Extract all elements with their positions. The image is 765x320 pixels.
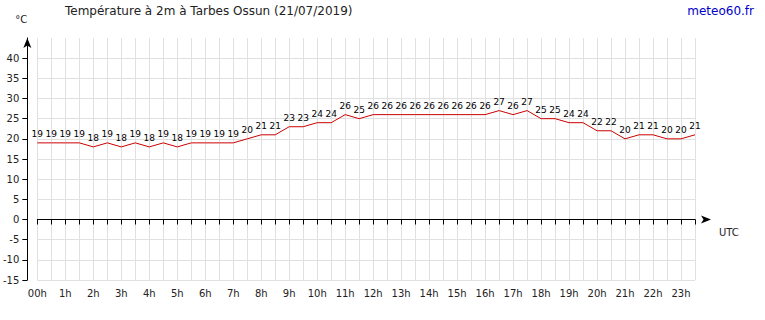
svg-text:23: 23	[283, 113, 294, 123]
svg-text:4h: 4h	[143, 288, 156, 299]
svg-text:35: 35	[7, 73, 20, 84]
svg-text:21: 21	[689, 121, 700, 131]
svg-text:UTC: UTC	[719, 227, 739, 238]
svg-text:24: 24	[563, 109, 575, 119]
svg-text:5: 5	[13, 194, 19, 205]
svg-text:15: 15	[7, 154, 20, 165]
svg-text:15h: 15h	[448, 288, 467, 299]
svg-text:7h: 7h	[227, 288, 240, 299]
svg-text:-5: -5	[9, 234, 19, 245]
svg-text:26: 26	[479, 101, 491, 111]
svg-text:23: 23	[297, 113, 308, 123]
svg-text:19: 19	[200, 129, 212, 139]
svg-text:18: 18	[172, 133, 184, 143]
svg-text:26: 26	[451, 101, 463, 111]
svg-text:21: 21	[255, 121, 266, 131]
svg-text:26: 26	[507, 101, 519, 111]
svg-text:18: 18	[88, 133, 100, 143]
svg-text:25: 25	[549, 105, 560, 115]
svg-text:19h: 19h	[560, 288, 579, 299]
svg-text:40: 40	[7, 53, 20, 64]
svg-text:3h: 3h	[115, 288, 128, 299]
svg-text:11h: 11h	[336, 288, 355, 299]
svg-text:20: 20	[661, 125, 673, 135]
svg-text:26: 26	[437, 101, 449, 111]
svg-text:24: 24	[577, 109, 589, 119]
svg-text:10h: 10h	[308, 288, 327, 299]
svg-text:19: 19	[32, 129, 44, 139]
svg-text:0: 0	[13, 214, 19, 225]
svg-text:27: 27	[493, 97, 504, 107]
svg-text:22: 22	[591, 117, 602, 127]
svg-text:10: 10	[7, 174, 20, 185]
svg-text:°C: °C	[15, 14, 27, 25]
svg-text:19: 19	[186, 129, 198, 139]
svg-text:2h: 2h	[87, 288, 100, 299]
svg-text:5h: 5h	[171, 288, 184, 299]
svg-text:18h: 18h	[532, 288, 551, 299]
svg-text:18: 18	[144, 133, 156, 143]
svg-text:19: 19	[102, 129, 114, 139]
svg-text:26: 26	[465, 101, 477, 111]
svg-text:26: 26	[409, 101, 421, 111]
svg-text:21: 21	[633, 121, 644, 131]
svg-text:22h: 22h	[643, 288, 662, 299]
svg-text:20: 20	[7, 133, 20, 144]
svg-text:19: 19	[60, 129, 72, 139]
svg-text:-10: -10	[3, 254, 19, 265]
svg-text:26: 26	[381, 101, 393, 111]
svg-text:21h: 21h	[616, 288, 635, 299]
svg-text:22: 22	[605, 117, 616, 127]
svg-text:20: 20	[675, 125, 687, 135]
svg-text:9h: 9h	[283, 288, 296, 299]
svg-text:24: 24	[325, 109, 337, 119]
svg-text:17h: 17h	[504, 288, 523, 299]
svg-text:13h: 13h	[392, 288, 411, 299]
svg-text:25: 25	[535, 105, 546, 115]
svg-text:Température à 2m à Tarbes Ossu: Température à 2m à Tarbes Ossun (21/07/2…	[64, 4, 353, 18]
svg-text:26: 26	[339, 101, 351, 111]
svg-text:19: 19	[228, 129, 240, 139]
svg-text:19: 19	[46, 129, 58, 139]
svg-text:20: 20	[619, 125, 631, 135]
svg-text:19: 19	[214, 129, 226, 139]
svg-text:25: 25	[7, 113, 20, 124]
svg-text:19: 19	[74, 129, 86, 139]
svg-text:21: 21	[269, 121, 280, 131]
svg-text:20h: 20h	[588, 288, 607, 299]
svg-text:6h: 6h	[199, 288, 212, 299]
svg-text:8h: 8h	[255, 288, 268, 299]
svg-text:-15: -15	[3, 275, 19, 286]
svg-text:16h: 16h	[476, 288, 495, 299]
svg-text:19: 19	[130, 129, 142, 139]
svg-text:00h: 00h	[28, 288, 47, 299]
svg-text:21: 21	[647, 121, 658, 131]
svg-text:18: 18	[116, 133, 128, 143]
svg-text:25: 25	[353, 105, 364, 115]
svg-text:26: 26	[395, 101, 407, 111]
svg-text:30: 30	[7, 93, 20, 104]
svg-text:14h: 14h	[420, 288, 439, 299]
svg-text:26: 26	[367, 101, 379, 111]
svg-text:12h: 12h	[364, 288, 383, 299]
svg-text:meteo60.fr: meteo60.fr	[687, 4, 754, 18]
svg-text:26: 26	[423, 101, 435, 111]
svg-text:27: 27	[521, 97, 532, 107]
svg-text:20: 20	[242, 125, 254, 135]
svg-text:23h: 23h	[671, 288, 690, 299]
svg-text:1h: 1h	[59, 288, 72, 299]
svg-text:24: 24	[311, 109, 323, 119]
svg-text:19: 19	[158, 129, 170, 139]
